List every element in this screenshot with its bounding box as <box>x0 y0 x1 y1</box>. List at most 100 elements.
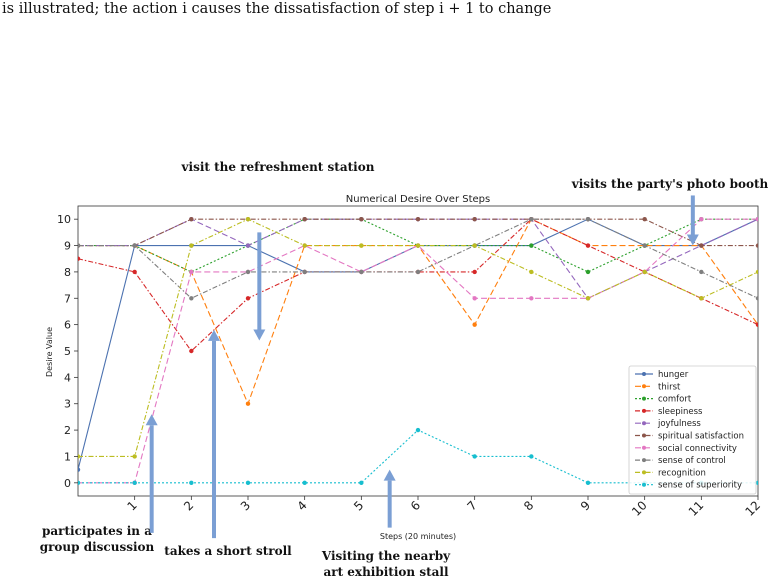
y-tick-label: 7 <box>64 292 71 305</box>
series-point <box>642 269 647 275</box>
arrows-layer <box>145 195 699 539</box>
series-point <box>472 269 477 275</box>
legend-label: sense of superiority <box>658 481 742 491</box>
legend-label: thirst <box>658 382 681 392</box>
series-point <box>78 467 81 472</box>
series-point <box>78 454 81 459</box>
legend-label: sleepiness <box>658 407 703 417</box>
series-point <box>189 243 194 248</box>
chart-title: Numerical Desire Over Steps <box>346 194 490 205</box>
annotation-arrow-head <box>145 414 158 426</box>
legend-marker <box>642 408 646 413</box>
series-point <box>302 243 307 248</box>
series-point <box>78 256 81 261</box>
caption: is illustrated; the action i causes the … <box>2 1 552 17</box>
series-point <box>699 269 704 275</box>
y-tick-label: 10 <box>57 213 71 226</box>
series-point <box>189 216 194 222</box>
series-point <box>529 296 534 301</box>
series-point <box>415 216 421 222</box>
series-layer <box>78 216 758 486</box>
series-point <box>189 296 194 301</box>
x-tick-label: 3 <box>238 498 253 513</box>
y-tick-label: 3 <box>64 398 71 411</box>
series-point <box>529 243 534 248</box>
series-point <box>585 296 591 301</box>
annotation-label: participates in a <box>42 524 152 538</box>
series-point <box>472 296 477 301</box>
legend-marker <box>642 458 646 463</box>
series-point <box>302 480 307 486</box>
annotation-arrow-head <box>686 234 699 246</box>
annotations-layer: visit the refreshment station visits the … <box>40 160 768 579</box>
x-axis-label: Steps (20 minutes) <box>380 532 456 541</box>
series-point <box>755 243 758 248</box>
legend-marker <box>642 384 646 389</box>
x-tick-label: 10 <box>629 498 650 519</box>
y-tick-label: 2 <box>64 424 71 437</box>
series-point <box>78 243 81 248</box>
annotation-label: takes a short stroll <box>164 544 292 558</box>
series-point <box>755 296 758 301</box>
x-tick-label: 6 <box>408 498 423 513</box>
y-axis-label: Desire Value <box>45 327 54 377</box>
series-point <box>472 216 477 222</box>
series-point <box>245 243 251 248</box>
series-point <box>132 269 137 275</box>
series-point <box>529 216 534 222</box>
series-line-5 <box>78 218 758 247</box>
series-point <box>755 269 758 275</box>
series-point <box>302 269 307 275</box>
series-point <box>415 427 421 433</box>
annotation-label: visits the party's photo booth <box>571 177 768 191</box>
series-point <box>78 480 81 486</box>
legend-marker <box>642 470 646 475</box>
series-point <box>132 454 137 459</box>
series-point <box>529 454 534 459</box>
y-tick-label: 1 <box>64 450 71 463</box>
annotation-label: Visiting the nearby <box>321 549 451 563</box>
legend-label: joyfulness <box>657 419 701 429</box>
series-point <box>585 216 591 222</box>
x-tick-label: 8 <box>521 498 536 513</box>
series-point <box>359 480 364 486</box>
series-point <box>585 480 591 486</box>
series-point <box>245 480 251 486</box>
series-point <box>699 243 704 248</box>
y-tick-label: 0 <box>64 477 71 490</box>
annotation-arrow-head <box>253 329 266 341</box>
legend-marker <box>642 421 646 426</box>
annotation-label: group discussion <box>40 540 155 554</box>
y-tick-label: 6 <box>64 319 71 332</box>
series-point <box>359 269 364 275</box>
legend-marker <box>642 445 646 450</box>
x-tick-label: 2 <box>181 498 196 513</box>
legend-marker <box>642 482 646 487</box>
series-point <box>245 401 251 406</box>
y-tick-label: 9 <box>64 240 71 253</box>
series-point <box>245 269 251 275</box>
series-point <box>585 269 591 275</box>
annotation-arrow-head <box>383 469 396 481</box>
series-point <box>472 322 477 327</box>
series-point <box>755 216 758 222</box>
legend-label: comfort <box>658 395 692 405</box>
series-point <box>245 216 251 222</box>
series-point <box>472 454 477 459</box>
series-point <box>642 216 647 222</box>
y-tick-label: 5 <box>64 345 71 358</box>
legend-label: spiritual satisfaction <box>658 432 744 442</box>
x-tick-label: 4 <box>294 498 309 513</box>
series-point <box>359 216 364 222</box>
legend-box <box>628 365 757 495</box>
annotation-label: visit the refreshment station <box>181 160 375 174</box>
y-tick-label: 4 <box>64 371 71 384</box>
annotation-arrow-head <box>208 329 220 341</box>
series-point <box>189 269 194 275</box>
series-point <box>189 480 194 486</box>
x-axis: 1 2 3 4 5 6 7 8 9 10 11 12 <box>124 496 763 519</box>
legend: hunger thirst comfort sleepiness joyfulness s… <box>628 365 757 495</box>
series-point <box>585 243 591 248</box>
x-tick-label: 1 <box>124 498 139 513</box>
